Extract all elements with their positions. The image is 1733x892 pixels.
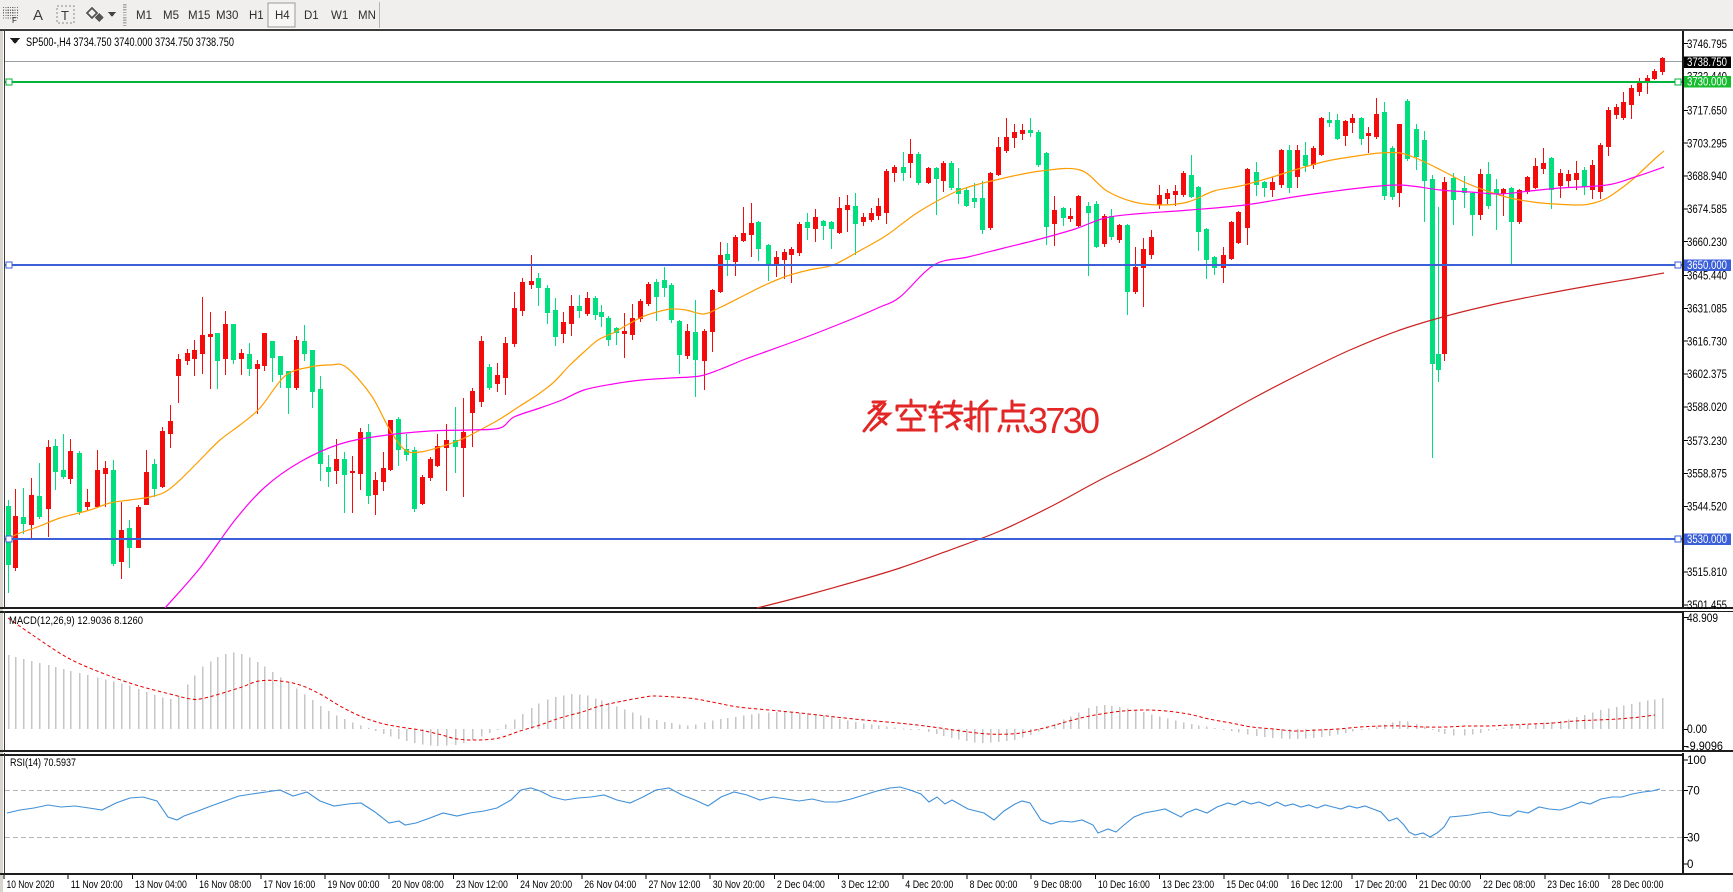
svg-text:W1: W1 <box>331 10 348 22</box>
svg-text:0: 0 <box>1687 859 1693 871</box>
svg-text:48.909: 48.909 <box>1687 613 1718 625</box>
svg-text:3650.000: 3650.000 <box>1687 260 1727 272</box>
svg-text:30 Nov 20:00: 30 Nov 20:00 <box>713 879 765 891</box>
svg-text:MN: MN <box>358 10 376 22</box>
svg-text:3738.750: 3738.750 <box>1687 57 1727 69</box>
svg-text:13 Nov 04:00: 13 Nov 04:00 <box>135 879 187 891</box>
svg-text:21 Dec 00:00: 21 Dec 00:00 <box>1419 879 1471 891</box>
svg-text:28 Dec 00:00: 28 Dec 00:00 <box>1612 879 1664 891</box>
svg-text:M15: M15 <box>188 10 210 22</box>
svg-text:3688.940: 3688.940 <box>1687 171 1727 183</box>
svg-text:T: T <box>61 8 69 23</box>
svg-text:3730: 3730 <box>1028 400 1100 441</box>
svg-text:16 Dec 12:00: 16 Dec 12:00 <box>1291 879 1343 891</box>
svg-text:23 Dec 16:00: 23 Dec 16:00 <box>1547 879 1599 891</box>
svg-text:8 Dec 00:00: 8 Dec 00:00 <box>970 879 1018 891</box>
svg-text:26 Nov 04:00: 26 Nov 04:00 <box>584 879 636 891</box>
svg-text:3645.440: 3645.440 <box>1687 271 1727 283</box>
svg-text:3631.085: 3631.085 <box>1687 304 1727 316</box>
svg-text:3558.875: 3558.875 <box>1687 469 1727 481</box>
svg-text:3 Dec 12:00: 3 Dec 12:00 <box>841 879 889 891</box>
svg-text:24 Nov 20:00: 24 Nov 20:00 <box>520 879 572 891</box>
svg-text:3660.230: 3660.230 <box>1687 237 1727 249</box>
svg-text:A: A <box>33 7 43 24</box>
svg-text:H4: H4 <box>275 10 290 22</box>
svg-text:16 Nov 08:00: 16 Nov 08:00 <box>199 879 251 891</box>
svg-text:3703.295: 3703.295 <box>1687 138 1727 150</box>
svg-text:3544.520: 3544.520 <box>1687 502 1727 514</box>
svg-text:27 Nov 12:00: 27 Nov 12:00 <box>649 879 701 891</box>
svg-text:M1: M1 <box>136 10 152 22</box>
svg-text:0.00: 0.00 <box>1687 724 1707 736</box>
svg-text:3746.795: 3746.795 <box>1687 39 1727 51</box>
svg-text:13 Dec 23:00: 13 Dec 23:00 <box>1162 879 1214 891</box>
svg-text:70: 70 <box>1687 786 1700 798</box>
svg-text:23 Nov 12:00: 23 Nov 12:00 <box>456 879 508 891</box>
svg-text:9 Dec 08:00: 9 Dec 08:00 <box>1034 879 1082 891</box>
svg-text:SP500-,H4 3734.750 3740.000 3: SP500-,H4 3734.750 3740.000 3734.750 373… <box>26 37 234 49</box>
svg-text:3616.730: 3616.730 <box>1687 336 1727 348</box>
svg-text:2 Dec 04:00: 2 Dec 04:00 <box>777 879 825 891</box>
svg-text:17 Nov 16:00: 17 Nov 16:00 <box>263 879 315 891</box>
svg-text:3674.585: 3674.585 <box>1687 204 1727 216</box>
svg-text:11 Nov 20:00: 11 Nov 20:00 <box>71 879 123 891</box>
svg-text:3730.000: 3730.000 <box>1687 77 1727 89</box>
svg-text:100: 100 <box>1687 755 1706 767</box>
svg-text:-9.9096: -9.9096 <box>1686 741 1723 753</box>
svg-text:10 Dec 16:00: 10 Dec 16:00 <box>1098 879 1150 891</box>
svg-text:3573.230: 3573.230 <box>1687 436 1727 448</box>
svg-text:M30: M30 <box>216 10 238 22</box>
svg-text:22 Dec 08:00: 22 Dec 08:00 <box>1483 879 1535 891</box>
svg-text:M5: M5 <box>163 10 179 22</box>
svg-text:3602.375: 3602.375 <box>1687 369 1727 381</box>
svg-text:30: 30 <box>1687 833 1700 845</box>
svg-text:19 Nov 00:00: 19 Nov 00:00 <box>328 879 380 891</box>
svg-text:3530.000: 3530.000 <box>1687 534 1727 546</box>
svg-text:RSI(14) 70.5937: RSI(14) 70.5937 <box>10 757 76 769</box>
svg-text:3588.020: 3588.020 <box>1687 402 1727 414</box>
svg-text:15 Dec 04:00: 15 Dec 04:00 <box>1226 879 1278 891</box>
svg-text:3501.455: 3501.455 <box>1687 600 1727 612</box>
svg-text:H1: H1 <box>249 10 264 22</box>
svg-text:4 Dec 20:00: 4 Dec 20:00 <box>905 879 953 891</box>
svg-text:3717.650: 3717.650 <box>1687 106 1727 118</box>
svg-text:3515.810: 3515.810 <box>1687 567 1727 579</box>
svg-text:10 Nov 2020: 10 Nov 2020 <box>7 879 55 891</box>
svg-text:MACD(12,26,9) 12.9036 8.1260: MACD(12,26,9) 12.9036 8.1260 <box>9 615 143 627</box>
svg-text:17 Dec 20:00: 17 Dec 20:00 <box>1355 879 1407 891</box>
svg-text:F: F <box>12 16 17 25</box>
svg-text:D1: D1 <box>304 10 319 22</box>
svg-text:20 Nov 08:00: 20 Nov 08:00 <box>392 879 444 891</box>
